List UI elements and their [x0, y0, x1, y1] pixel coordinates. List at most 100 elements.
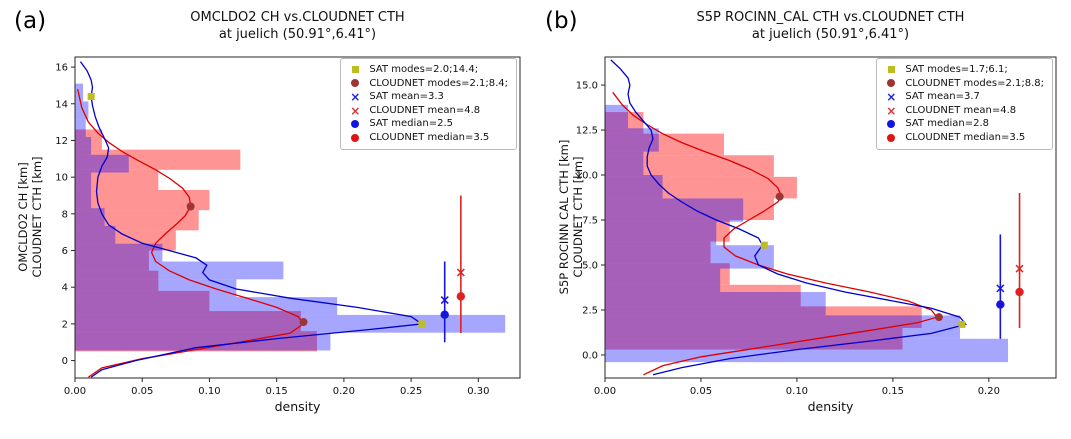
sat-hist-bar	[75, 297, 338, 315]
sat-hist-bar	[75, 208, 105, 226]
y-tick-label: 12	[55, 136, 68, 147]
legend-label: CLOUDNET modes=2.1;8.8;	[905, 77, 1044, 89]
legend-item-2: × SAT mean=3.3	[348, 90, 508, 104]
cloudnet-hist-bar	[605, 133, 724, 156]
sat-median-marker	[996, 300, 1005, 309]
chart-b-subtitle: at juelich (50.91°,6.41°)	[751, 27, 910, 42]
legend-item-1: CLOUDNET modes=2.1;8.8;	[884, 77, 1044, 91]
x-tick-label: 0.20	[333, 386, 355, 397]
chart-b-xlabel: density	[807, 399, 854, 414]
legend-item-3: × CLOUDNET mean=4.8	[884, 104, 1044, 118]
cloudnet-kde-curve	[612, 91, 939, 376]
sat-hist-bar	[75, 279, 237, 298]
y-tick-label: 0.0	[582, 350, 598, 361]
sat-hist-bar	[605, 291, 826, 316]
x-tick-label: 0.00	[64, 386, 86, 397]
legend-label: SAT modes=2.0;14.4;	[369, 64, 479, 75]
sat-hist-bar	[75, 154, 129, 173]
axes: 0.00 0.05 0.10 0.15 0.20 0.25 0.30 0 2 4 6 8 10 12 14 1…	[55, 56, 521, 397]
sat-hist-bar	[75, 243, 163, 262]
stat-markers	[87, 92, 466, 343]
legend-label: CLOUDNET mean=4.8	[369, 104, 481, 116]
legend-label: SAT mean=3.3	[369, 91, 444, 103]
circle-marker-icon	[351, 79, 360, 88]
sat-mode-marker	[87, 92, 95, 100]
cloudnet-hist-bar	[75, 169, 159, 190]
cloudnet-hist-bar	[75, 270, 159, 291]
cloudnet-hist-bar	[75, 129, 102, 150]
sat-hist-bar	[605, 128, 659, 152]
cloudnet-mode-marker	[775, 192, 784, 201]
y-tick-label: 4	[62, 283, 68, 294]
cloudnet-hist-bar	[75, 210, 199, 231]
cloudnet-mode-marker	[186, 202, 195, 211]
legend-item-2: × SAT mean=3.7	[884, 90, 1044, 104]
x-marker-icon: ×	[886, 89, 897, 104]
y-tick-label: 0	[62, 356, 68, 367]
cloudnet-hist-bar	[605, 263, 730, 285]
x-tick-label: 0.05	[131, 386, 153, 397]
cloudnet-hist-bar	[75, 311, 301, 332]
chart-a-xlabel: density	[274, 399, 321, 414]
cloudnet-mode-marker	[299, 318, 308, 327]
cloudnet-hist-bar	[75, 189, 210, 211]
sat-hist-bar	[605, 315, 961, 339]
legend-item-5: CLOUDNET median=3.5	[884, 131, 1044, 145]
sat-hist-bar	[605, 198, 744, 222]
legend-x-icon: ×	[348, 103, 362, 118]
x-marker-icon: ×	[350, 103, 361, 118]
cloudnet-hist-bar	[605, 241, 711, 264]
x-tick-label: 0.10	[198, 386, 220, 397]
panel-a-label: (a)	[14, 8, 47, 34]
sat-mode-marker	[958, 320, 966, 328]
x-tick-label: 0.00	[594, 386, 616, 397]
y-tick-label: 2	[62, 319, 68, 330]
sat-hist-bar	[75, 190, 92, 209]
sat-hist-bar	[75, 119, 86, 137]
legend-square-icon	[348, 66, 362, 74]
sat-mode-marker	[418, 320, 426, 328]
y-tick-label: 5.0	[582, 261, 598, 272]
sat-hist-bar	[605, 221, 717, 246]
chart-b-plot-area: 0.00 0.05 0.10 0.15 0.20 0.0 2.5 5.0 7.5 10.0 12.5…	[576, 56, 1057, 397]
x-tick-label: 0.20	[978, 386, 1000, 397]
y-tick-label: 8	[62, 209, 68, 220]
legend-item-4: SAT median=2.8	[884, 117, 1044, 131]
cloudnet-hist-bar	[605, 220, 730, 242]
circle-marker-icon	[351, 133, 360, 142]
cloudnet-hist-bar	[605, 284, 801, 307]
cloudnet-hist-bar	[75, 250, 149, 271]
chart-a-plot-area: 0.00 0.05 0.10 0.15 0.20 0.25 0.30 0 2 4 6 8 10 12 14 1…	[55, 56, 521, 397]
circle-marker-icon	[887, 120, 896, 129]
sat-hist-bar	[605, 104, 629, 129]
panel-b-label: (b)	[545, 8, 578, 34]
x-tick-label: 0.05	[690, 386, 712, 397]
y-tick-label: 14	[55, 99, 68, 110]
cloudnet-hist-bar	[75, 149, 241, 170]
x-marker-icon: ×	[350, 89, 361, 104]
chart-a-title-block: OMCLDO2 CH vs.CLOUDNET CTH at juelich (5…	[75, 9, 520, 43]
legend-circle-icon	[884, 133, 898, 142]
x-tick-label: 0.15	[266, 386, 288, 397]
plot-border	[604, 56, 1057, 379]
y-tick-label: 10	[55, 173, 68, 184]
legend-square-icon	[884, 66, 898, 74]
sat-mode-marker	[760, 241, 768, 249]
cloudnet-mode-marker	[934, 313, 943, 322]
legend-label: CLOUDNET median=3.5	[369, 131, 490, 143]
sat-median-marker	[440, 310, 449, 319]
legend-circle-icon	[348, 79, 362, 88]
cloudnet-hist-bar	[605, 198, 774, 221]
sat-hist-bar	[75, 261, 284, 280]
axes: 0.00 0.05 0.10 0.15 0.20 0.0 2.5 5.0 7.5 10.0 12.5…	[576, 56, 1057, 397]
chart-a-subtitle: at juelich (50.91°,6.41°)	[218, 27, 377, 42]
legend-label: SAT median=2.5	[369, 118, 453, 130]
sat-hist-bar	[605, 245, 774, 269]
square-marker-icon	[351, 66, 359, 74]
chart-a-legend: SAT modes=2.0;14.4; CLOUDNET modes=2.1;8.…	[340, 58, 517, 150]
sat-hist-bar	[605, 338, 1009, 363]
legend-item-1: CLOUDNET modes=2.1;8.4;	[348, 77, 508, 91]
legend-item-4: SAT median=2.5	[348, 117, 508, 131]
legend-circle-icon	[884, 120, 898, 129]
sat-kde-curve	[610, 59, 967, 376]
